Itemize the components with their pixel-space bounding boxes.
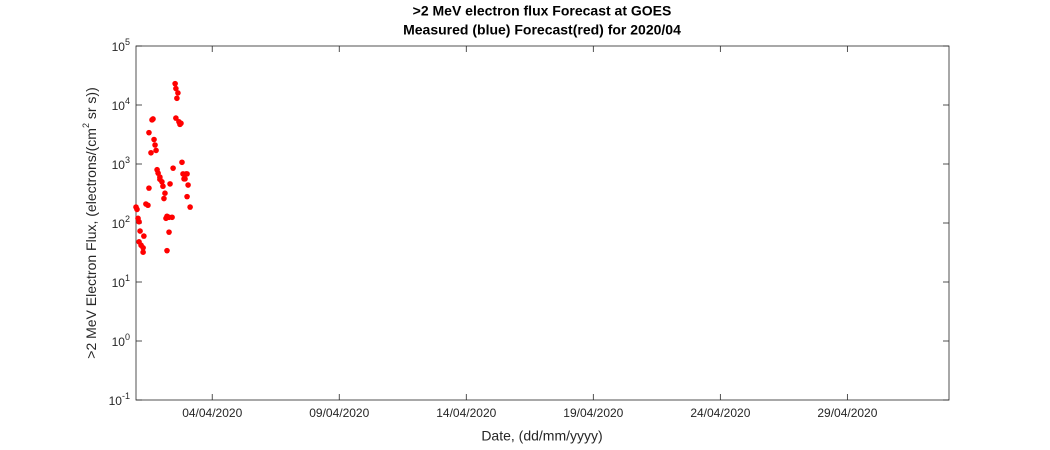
data-point [148,149,154,156]
y-axis-label: >2 MeV Electron Flux, (electrons/(cm2 sr… [81,87,98,358]
y-tick-label: 100 [112,332,130,349]
x-axis-label: Date, (dd/mm/yyyy) [481,428,602,444]
data-point [140,244,146,251]
data-point [187,204,193,210]
y-tick-label: 101 [112,273,130,290]
data-point [169,214,175,221]
data-point [185,182,191,188]
data-point [173,115,179,121]
data-point [150,116,156,122]
y-tick-label: 103 [112,155,130,172]
data-point [174,95,180,102]
data-point [134,206,140,213]
data-point [184,171,190,177]
chart-subtitle: Measured (blue) Forecast(red) for 2020/0… [403,22,681,38]
data-point [151,136,157,143]
x-tick-label: 24/04/2020 [690,406,750,420]
data-point [140,249,146,255]
data-point [167,181,173,187]
data-point [172,80,178,87]
data-point [146,185,152,191]
x-tick-label: 29/04/2020 [817,406,877,420]
data-point [145,202,151,209]
data-point [152,142,158,148]
data-point [136,218,142,225]
data-point [141,233,147,239]
data-point [182,176,188,182]
x-tick-label: 09/04/2020 [309,406,369,420]
data-point [146,129,152,136]
y-tick-label: 10-1 [109,391,130,408]
data-point [162,190,168,196]
data-point [178,120,184,127]
chart-title: >2 MeV electron flux Forecast at GOES [413,3,672,19]
x-tick-label: 19/04/2020 [563,406,623,420]
data-point [137,228,143,234]
data-point [175,90,181,96]
data-point [179,159,185,166]
data-point [159,178,165,185]
data-point [166,229,172,235]
plot-frame [135,45,950,401]
data-point [160,183,166,190]
data-point [170,165,176,171]
data-point [153,147,159,154]
y-tick-label: 102 [112,214,130,231]
y-tick-label: 105 [112,37,130,54]
data-point [157,174,163,180]
data-point [164,247,170,254]
data-point [184,193,190,200]
data-point [161,195,167,202]
data-point [173,85,179,92]
x-tick-label: 04/04/2020 [182,406,242,420]
y-tick-label: 104 [112,96,130,113]
x-tick-label: 14/04/2020 [436,406,496,420]
